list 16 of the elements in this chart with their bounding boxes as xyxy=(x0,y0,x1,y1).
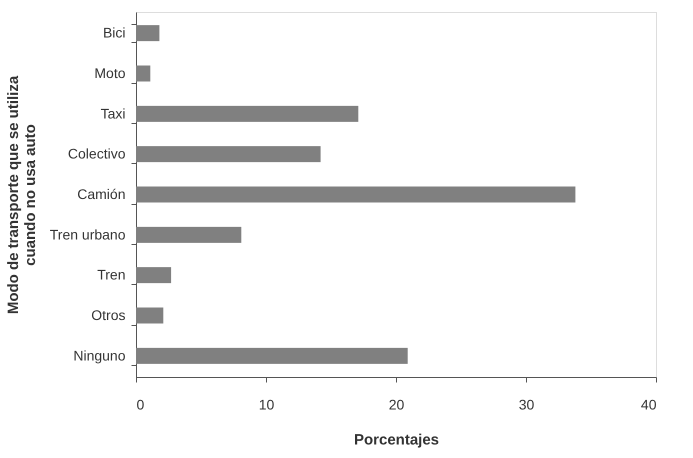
y-tick-label: Tren xyxy=(97,266,126,283)
y-tick-label: Tren urbano xyxy=(50,226,126,242)
y-tick-label: Moto xyxy=(94,65,126,82)
x-axis-title: Porcentajes xyxy=(354,432,440,448)
y-tick-label: Camión xyxy=(77,186,126,202)
y-tick-label: Ninguno xyxy=(73,347,126,364)
x-tick-label: 20 xyxy=(388,396,404,412)
y-tick-label: Taxi xyxy=(100,105,126,122)
x-tick-label: 10 xyxy=(258,396,274,412)
y-tick-label: Bici xyxy=(102,24,126,41)
y-tick-label: Otros xyxy=(91,306,126,323)
x-tick-label: 40 xyxy=(640,396,657,412)
x-tick-label: 30 xyxy=(518,396,534,412)
y-axis-title: Modo de transporte que se utiliza cuando no usa auto xyxy=(4,75,39,314)
y-tick-label: Colectivo xyxy=(68,146,126,162)
x-tick-label: 0 xyxy=(136,396,144,412)
